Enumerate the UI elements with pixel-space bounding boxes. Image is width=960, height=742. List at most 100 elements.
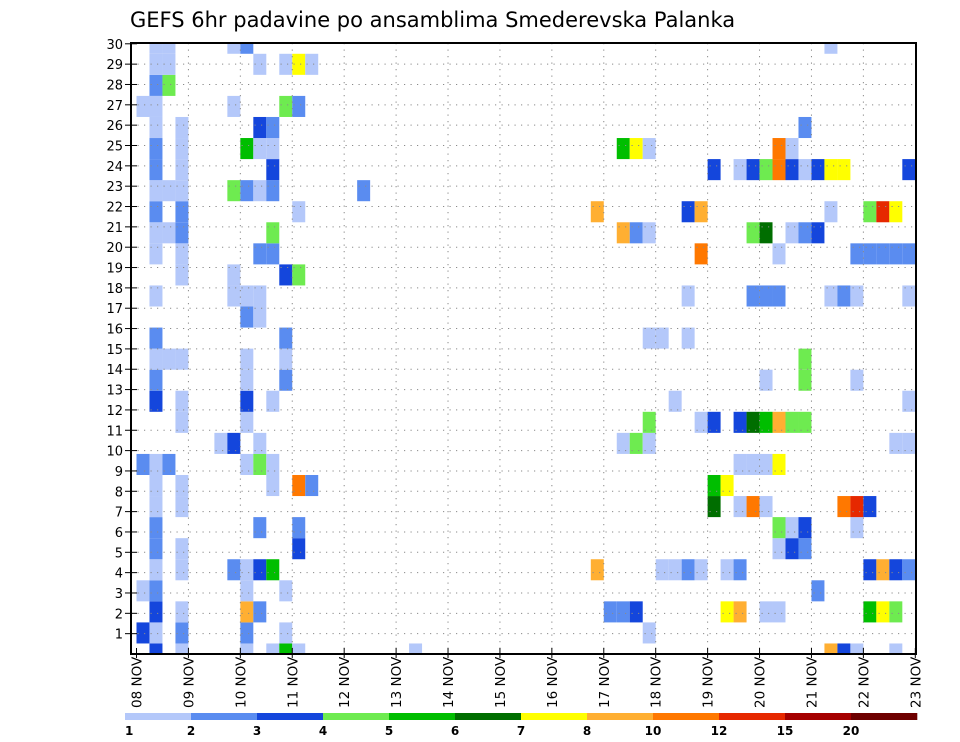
heatmap-cell (149, 222, 163, 244)
heatmap-cell (279, 643, 293, 654)
heatmap-cell (253, 285, 267, 307)
colorbar-label: 10 (645, 724, 662, 738)
heatmap-cell (850, 643, 864, 654)
heatmap-cell (175, 243, 189, 265)
x-tick-label: 12 NOV (337, 656, 353, 708)
heatmap-cell (175, 474, 189, 497)
heatmap-cell (149, 622, 163, 644)
plot-frame (130, 42, 917, 655)
heatmap-cell (240, 622, 254, 644)
heatmap-cell (162, 453, 176, 475)
heatmap-cell (175, 348, 189, 370)
colorbar-segment (719, 713, 786, 720)
colorbar-label: 4 (319, 724, 327, 738)
colorbar-label: 8 (583, 724, 591, 738)
heatmap-cell (837, 643, 851, 654)
y-tick-label: 18 (106, 282, 123, 297)
heatmap-cell (798, 517, 812, 539)
y-tick-label: 20 (106, 241, 123, 256)
heatmap-cell (292, 517, 306, 539)
x-axis: 08 NOV 09 NOV 10 NOV 11 NOV 12 NOV 13 NOV 14 N… (130, 648, 924, 708)
heatmap-cell (850, 496, 864, 518)
heatmap-cell (279, 264, 293, 286)
y-tick-label: 23 (106, 180, 123, 195)
y-tick-label: 29 (106, 58, 123, 73)
heatmap-cell (175, 411, 189, 433)
heatmap-cell (772, 159, 786, 181)
heatmap-cell (175, 116, 189, 139)
heatmap-cell (279, 327, 293, 349)
heatmap-cell (889, 601, 903, 623)
heatmap-cell (149, 517, 163, 539)
y-tick-label: 30 (106, 38, 123, 53)
heatmap-cell (305, 474, 319, 497)
chart-title: GEFS 6hr padavine po ansamblima Smederev… (130, 8, 735, 32)
heatmap-cell (240, 138, 254, 160)
y-tick-label: 3 (115, 587, 123, 602)
heatmap-cell (889, 243, 903, 265)
heatmap-cell (681, 201, 695, 223)
heatmap-cell (266, 116, 280, 139)
heatmap-cell (240, 180, 254, 202)
heatmap-cell (642, 432, 656, 454)
heatmap-cell (253, 116, 267, 139)
heatmap-cell (149, 643, 163, 654)
heatmap-cell (629, 601, 643, 623)
x-tick-label: 13 NOV (389, 656, 405, 708)
heatmap-cell (149, 369, 163, 391)
heatmap-cell (837, 159, 851, 181)
heatmap-cell (629, 138, 643, 160)
heatmap-cell (603, 601, 617, 623)
heatmap-cell (785, 517, 799, 539)
y-tick-label: 1 (115, 628, 123, 643)
heatmap-cell (642, 411, 656, 433)
heatmap-cell (266, 243, 280, 265)
heatmap-cell (305, 53, 319, 75)
heatmap-cell (798, 116, 812, 139)
heatmap-cell (240, 559, 254, 581)
x-tick-label: 18 NOV (649, 656, 665, 708)
heatmap-cell (707, 474, 721, 497)
heatmap-cell (240, 643, 254, 654)
heatmap-cell (863, 496, 877, 518)
heatmap-cell (149, 74, 163, 96)
heatmap-cell (149, 180, 163, 202)
y-tick-label: 14 (106, 363, 123, 378)
heatmap-cell (175, 159, 189, 181)
heatmap-cell (149, 116, 163, 139)
heatmap-cell (175, 180, 189, 202)
heatmap-cell (694, 243, 708, 265)
heatmap-cell (616, 601, 630, 623)
heatmap-cell (175, 559, 189, 581)
y-tick-label: 26 (106, 119, 123, 134)
heatmap-cell (798, 348, 812, 370)
x-tick-label: 10 NOV (233, 656, 249, 708)
x-tick-label: 14 NOV (441, 656, 457, 708)
heatmap-cell (149, 580, 163, 602)
heatmap-cell (759, 601, 773, 623)
heatmap-cell (227, 95, 241, 117)
heatmap-cell (759, 496, 773, 518)
heatmap-cell (266, 474, 280, 497)
heatmap-cell (746, 496, 760, 518)
heatmap-cell (253, 517, 267, 539)
heatmap-cell (240, 306, 254, 328)
x-tick-label: 09 NOV (181, 656, 197, 708)
heatmap-cell (175, 601, 189, 623)
heatmap-cell (162, 222, 176, 244)
heatmap-cell (253, 601, 267, 623)
y-tick-label: 17 (106, 302, 123, 317)
heatmap-cell (149, 559, 163, 581)
heatmap-cell (136, 580, 150, 602)
heatmap-cell (292, 643, 306, 654)
heatmap-cell (733, 496, 747, 518)
colorbar-segment (191, 713, 258, 720)
y-tick-label: 13 (106, 384, 123, 399)
heatmap-cell (149, 201, 163, 223)
heatmap-cell (902, 243, 916, 265)
heatmap-cell (759, 285, 773, 307)
y-tick-label: 22 (106, 201, 123, 216)
heatmap-cell (876, 559, 890, 581)
heatmap-cell (798, 369, 812, 391)
